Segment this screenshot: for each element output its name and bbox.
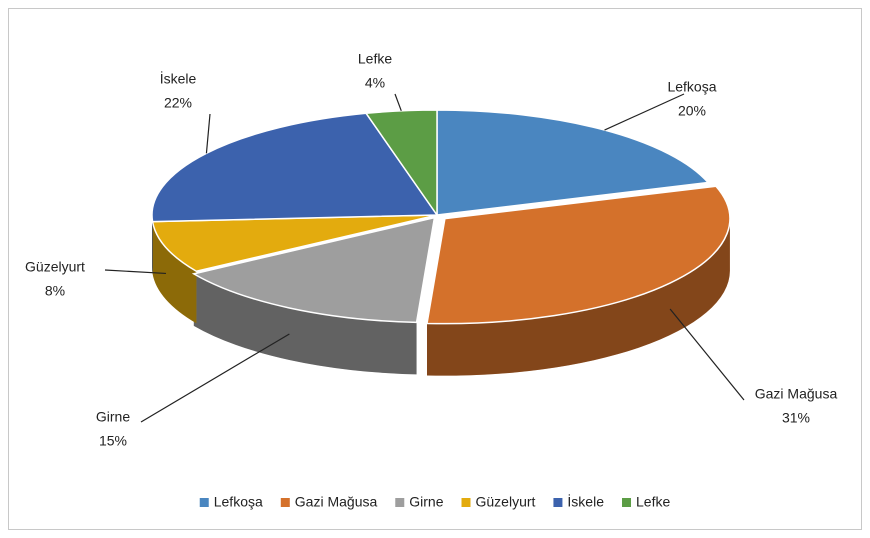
legend-label: Lefke bbox=[636, 494, 670, 510]
data-label-value: 22% bbox=[164, 95, 192, 111]
slice-side bbox=[152, 221, 197, 324]
data-label-name: Gazi Mağusa bbox=[755, 386, 838, 402]
legend-label: Lefkoşa bbox=[214, 494, 263, 510]
slice-side bbox=[427, 218, 730, 376]
slice bbox=[436, 109, 710, 216]
data-label-name: Girne bbox=[96, 409, 130, 425]
legend-label: İskele bbox=[567, 493, 604, 510]
slice-side-shade bbox=[152, 221, 197, 324]
slice bbox=[151, 112, 439, 223]
legend-label: Güzelyurt bbox=[476, 494, 536, 510]
leader-line bbox=[669, 308, 745, 401]
slice-side bbox=[193, 273, 417, 375]
leader-line bbox=[205, 113, 211, 154]
leader-line bbox=[140, 333, 290, 423]
data-label-value: 8% bbox=[45, 283, 65, 299]
legend-swatch bbox=[622, 498, 632, 507]
slice-side bbox=[152, 215, 153, 274]
data-label-value: 15% bbox=[99, 433, 127, 449]
leader-line bbox=[604, 93, 685, 131]
slice-side-shade bbox=[427, 218, 730, 376]
slice bbox=[191, 216, 436, 324]
slice-side-shade bbox=[193, 273, 417, 375]
data-label-value: 31% bbox=[782, 410, 810, 426]
legend-swatch bbox=[553, 498, 563, 507]
legend-swatch bbox=[461, 498, 471, 507]
slice bbox=[364, 109, 438, 218]
legend-label: Girne bbox=[409, 494, 443, 510]
data-label-name: Lefke bbox=[358, 51, 392, 67]
legend-swatch bbox=[280, 498, 290, 507]
slice bbox=[151, 214, 438, 273]
chart-frame bbox=[8, 8, 862, 530]
data-label-name: İskele bbox=[160, 70, 197, 87]
data-label-name: Lefkoşa bbox=[667, 79, 716, 95]
leader-line bbox=[104, 269, 166, 275]
data-label-value: 20% bbox=[678, 103, 706, 119]
legend: Lefkoşa Gazi Mağusa Girne Güzelyurt İskele Le… bbox=[199, 493, 670, 510]
slice bbox=[426, 185, 731, 325]
data-label-value: 4% bbox=[365, 75, 385, 91]
slice-side-shade bbox=[152, 215, 153, 274]
legend-swatch bbox=[395, 498, 405, 507]
slice-sides bbox=[152, 215, 730, 376]
legend-label: Gazi Mağusa bbox=[295, 494, 378, 510]
data-label-name: Güzelyurt bbox=[25, 259, 85, 275]
slice-tops bbox=[151, 109, 731, 325]
leader-line bbox=[394, 93, 402, 112]
legend-swatch bbox=[199, 498, 209, 507]
